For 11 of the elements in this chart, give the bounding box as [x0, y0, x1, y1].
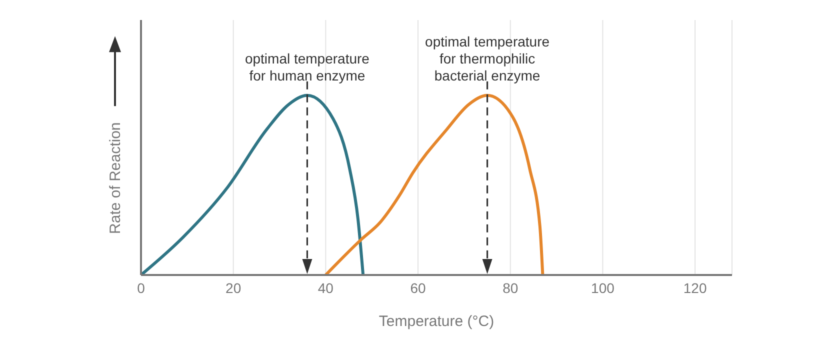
x-tick-label: 60 — [410, 280, 426, 296]
x-tick-label: 20 — [226, 280, 242, 296]
ref-line-label: optimal temperature for human enzyme — [244, 50, 370, 84]
x-tick-label: 100 — [591, 280, 615, 296]
y-axis-title: Rate of Reaction — [107, 122, 124, 234]
ref-line-label: optimal temperature for thermophilic bacterial enzyme — [425, 33, 550, 84]
x-axis-title: Temperature (°C) — [378, 313, 494, 330]
x-tick-label: 120 — [683, 280, 707, 296]
x-tick-label: 40 — [318, 280, 334, 296]
x-tick-label: 80 — [502, 280, 518, 296]
x-tick-label: 0 — [137, 280, 146, 296]
